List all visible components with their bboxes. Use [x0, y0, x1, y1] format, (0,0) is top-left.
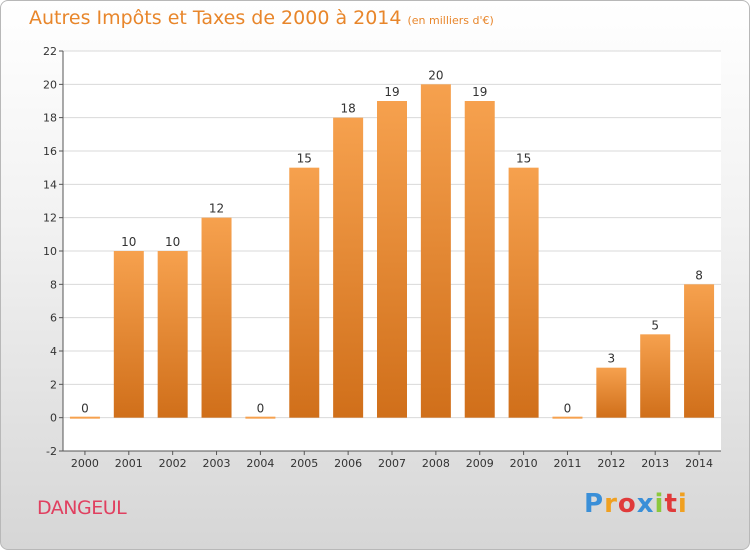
data-label: 12	[209, 202, 224, 216]
x-tick-label: 2000	[71, 457, 99, 470]
brand-letter: o	[617, 489, 637, 519]
bar	[596, 367, 627, 418]
bar	[245, 416, 276, 419]
y-tick-label: 10	[43, 245, 57, 258]
x-tick-label: 2010	[510, 457, 538, 470]
data-label: 8	[695, 268, 703, 282]
y-tick-label: 18	[43, 112, 57, 125]
x-tick-label: 2006	[334, 457, 362, 470]
data-label: 20	[428, 68, 443, 82]
chart-title-text: Autres Impôts et Taxes de 2000 à 2014	[29, 7, 402, 29]
x-tick-label: 2004	[246, 457, 274, 470]
chart-unit: (en milliers d'€)	[407, 14, 494, 27]
brand-letter: i	[654, 489, 665, 519]
data-label: 10	[121, 235, 136, 249]
bar	[69, 416, 100, 419]
data-label: 0	[81, 402, 89, 416]
data-label: 15	[516, 152, 531, 166]
bar	[113, 251, 144, 418]
y-tick-label: 8	[50, 278, 57, 291]
brand-letter: x	[636, 489, 655, 519]
data-label: 15	[297, 152, 312, 166]
data-label: 0	[564, 402, 572, 416]
data-label: 0	[257, 402, 265, 416]
y-tick-label: -2	[46, 445, 57, 458]
brand-letter: i	[677, 489, 688, 519]
x-tick-label: 2005	[290, 457, 318, 470]
y-tick-label: 20	[43, 78, 57, 91]
y-tick-label: 14	[43, 178, 57, 191]
brand-letter: r	[604, 489, 618, 519]
brand-letter: P	[584, 489, 605, 519]
place-name: DANGEUL	[37, 497, 127, 519]
data-label: 10	[165, 235, 180, 249]
bar	[508, 167, 539, 418]
bar	[157, 251, 188, 418]
data-label: 18	[340, 102, 355, 116]
bar	[289, 167, 320, 418]
bar	[684, 284, 715, 418]
x-tick-label: 2003	[203, 457, 231, 470]
bar	[377, 101, 407, 418]
bar	[552, 416, 583, 419]
bar	[640, 334, 671, 418]
y-tick-label: 16	[43, 145, 57, 158]
y-tick-label: 6	[50, 312, 57, 325]
x-tick-label: 2011	[553, 457, 581, 470]
data-label: 5	[651, 318, 659, 332]
x-tick-label: 2012	[597, 457, 625, 470]
y-tick-label: 2	[50, 378, 57, 391]
data-label: 19	[384, 85, 399, 99]
bar	[333, 117, 364, 418]
y-tick-label: 22	[43, 45, 57, 58]
chart-title: Autres Impôts et Taxes de 2000 à 2014 (en…	[29, 7, 494, 29]
x-tick-label: 2013	[641, 457, 669, 470]
brand-logo: Proxiti	[584, 489, 688, 519]
brand-letter: t	[664, 489, 678, 519]
y-tick-label: 12	[43, 212, 57, 225]
x-tick-label: 2002	[159, 457, 187, 470]
data-label: 19	[472, 85, 487, 99]
x-tick-label: 2009	[466, 457, 494, 470]
bar	[420, 84, 451, 418]
bar	[201, 217, 232, 418]
bar	[464, 101, 495, 418]
x-tick-label: 2007	[378, 457, 406, 470]
x-tick-label: 2014	[685, 457, 713, 470]
y-tick-label: 4	[50, 345, 57, 358]
x-tick-label: 2001	[115, 457, 143, 470]
y-tick-label: 0	[50, 412, 57, 425]
x-tick-label: 2008	[422, 457, 450, 470]
data-label: 3	[608, 352, 616, 366]
